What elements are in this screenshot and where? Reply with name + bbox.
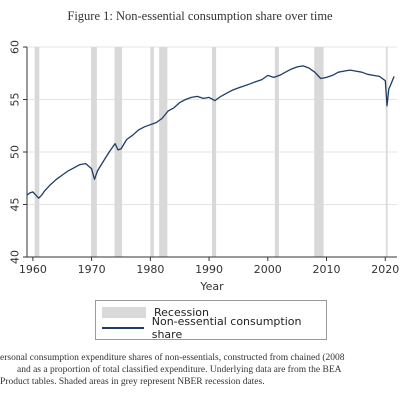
recession-band: [34, 47, 40, 257]
line-chart: 40 45 50 55 60 1960 1970 1980 1990 2000 2010 2020 Y…: [9, 40, 400, 293]
recession-swatch: [102, 306, 146, 318]
legend-recession-label: Recession: [154, 305, 209, 319]
recession-band: [159, 47, 168, 257]
recession-band: [91, 47, 97, 257]
x-tick-label: 2010: [313, 263, 341, 276]
recession-band: [212, 47, 217, 257]
legend: Recession Non-essential consumption shar…: [95, 300, 327, 341]
legend-item-series: Non-essential consumption share: [102, 315, 326, 341]
x-tick-label: 1970: [78, 263, 106, 276]
x-tick-label: 2000: [254, 263, 282, 276]
y-tick-label: 50: [9, 145, 22, 159]
recession-bands: [34, 47, 388, 257]
series-line: [26, 65, 395, 199]
y-tick-label: 40: [9, 250, 22, 264]
x-tick-label: 1990: [195, 263, 223, 276]
recession-band: [114, 47, 123, 257]
figure-title: Figure 1: Non-essential consumption shar…: [67, 9, 333, 23]
recession-band: [150, 47, 154, 257]
caption-line-3: Product tables. Shaded areas in grey rep…: [0, 377, 265, 387]
recession-band: [274, 47, 279, 257]
y-tick-label: 45: [9, 198, 22, 212]
caption-line-2: and as a proportion of total classified …: [17, 365, 342, 375]
x-tick-label: 1980: [136, 263, 164, 276]
recession-band: [385, 47, 388, 257]
legend-item-recession: Recession: [102, 305, 209, 319]
series-layer: [26, 65, 395, 199]
x-axis-label: Year: [199, 280, 224, 293]
caption-line-1: ersonal consumption expenditure shares o…: [0, 353, 345, 363]
series-swatch: [102, 327, 144, 329]
figure-caption: ersonal consumption expenditure shares o…: [0, 352, 400, 388]
y-tick-label: 60: [9, 40, 22, 54]
axes: 40 45 50 55 60 1960 1970 1980 1990 2000 2010 2020: [9, 40, 400, 276]
x-tick-label: 1960: [19, 263, 47, 276]
recession-band: [314, 47, 324, 257]
x-tick-label: 2020: [371, 263, 399, 276]
legend-series-label: Non-essential consumption share: [151, 315, 302, 341]
y-tick-label: 55: [9, 93, 22, 107]
